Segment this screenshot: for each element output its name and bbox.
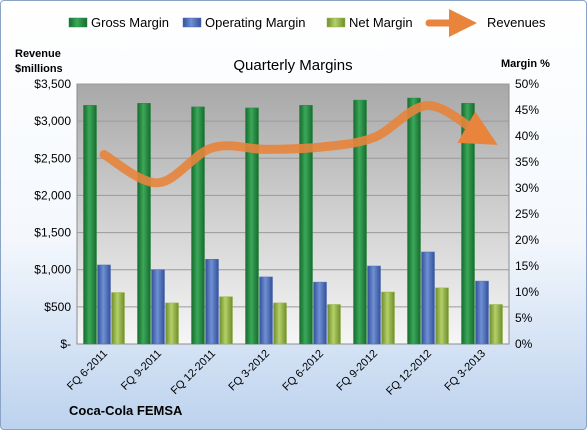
revenues-line [99, 101, 498, 188]
bar-gross-margin [461, 102, 475, 345]
bar-operating-margin [205, 258, 219, 345]
left-axis-label: Revenue $millions [15, 48, 64, 75]
category-label: FQ 6-2011 [65, 348, 110, 393]
left-tick-label: $3,500 [34, 77, 71, 91]
bar-gross-margin [407, 97, 421, 345]
bar-gross-margin [191, 106, 205, 345]
legend-swatch [182, 17, 202, 28]
bar-operating-margin [367, 265, 381, 345]
legend-label: Operating Margin [205, 15, 305, 30]
legend-label: Gross Margin [91, 15, 169, 30]
category-label: FQ 12-2011 [169, 348, 218, 397]
right-tick-label: 10% [515, 285, 539, 299]
chart-title: Quarterly Margins [233, 57, 352, 74]
bar-operating-margin [259, 276, 273, 345]
left-tick-label: $1,000 [34, 263, 71, 277]
right-tick-label: 5% [515, 311, 533, 325]
right-tick-label: 30% [515, 181, 539, 195]
right-tick-label: 25% [515, 207, 539, 221]
bar-operating-margin [421, 251, 435, 345]
bar-operating-margin [151, 269, 165, 345]
right-tick-label: 45% [515, 103, 539, 117]
bar-gross-margin [353, 99, 367, 345]
category-label: FQ 3-2013 [442, 348, 488, 394]
bar-net-margin [327, 304, 341, 345]
left-axis-label-line-1: Revenue [15, 48, 61, 60]
category-label: FQ 3-2012 [226, 348, 272, 394]
right-tick-label: 40% [515, 129, 539, 143]
legend-label: Revenues [487, 15, 546, 30]
right-tick-label: 15% [515, 259, 539, 273]
category-label: FQ 6-2012 [280, 348, 326, 394]
company-label: Coca-Cola FEMSA [69, 403, 183, 418]
left-tick-label: $1,500 [34, 226, 71, 240]
right-tick-label: 0% [515, 337, 533, 351]
revenue-line [99, 101, 498, 188]
legend-swatch [68, 17, 88, 28]
right-axis-ticks: 0% 5% 10% 15% 20% 25% 30% 35% 40% 45% 50% [515, 77, 539, 351]
bar-gross-margin [83, 105, 97, 345]
bar-operating-margin [97, 264, 111, 345]
right-tick-label: 50% [515, 77, 539, 91]
bar-operating-margin [475, 280, 489, 345]
left-tick-label: $2,000 [34, 188, 71, 202]
category-label: FQ 9-2012 [334, 348, 380, 394]
left-tick-label: $2,500 [34, 151, 71, 165]
left-axis-label-line-2: $millions [15, 63, 63, 75]
legend-label: Net Margin [349, 15, 413, 30]
bar-net-margin [273, 302, 287, 345]
bar-net-margin [219, 296, 233, 345]
left-tick-label: $500 [44, 300, 71, 314]
bar-net-margin [381, 291, 395, 345]
bar-operating-margin [313, 281, 327, 345]
right-tick-label: 35% [515, 155, 539, 169]
bar-net-margin [111, 292, 125, 345]
right-axis-label: Margin % [501, 58, 550, 70]
category-labels: FQ 6-2011 FQ 9-2011 FQ 12-2011 FQ 3-2012 FQ … [65, 348, 488, 398]
category-label: FQ 9-2011 [119, 348, 164, 393]
right-tick-label: 20% [515, 233, 539, 247]
legend-swatch [326, 17, 346, 28]
bar-series [83, 97, 503, 345]
chart-legend: Gross Margin Operating Margin Net Margin Re… [68, 9, 546, 37]
category-label: FQ 12-2012 [384, 348, 434, 398]
bar-net-margin [489, 304, 503, 345]
bar-gross-margin [245, 107, 259, 345]
left-tick-label: $3,000 [34, 114, 71, 128]
left-tick-label: $- [60, 337, 71, 351]
left-axis-ticks: $- $500 $1,000 $1,500 $2,000 $2,500 $3,000 $3,5… [34, 77, 71, 351]
bar-gross-margin [137, 102, 151, 345]
bar-gross-margin [299, 105, 313, 345]
bar-net-margin [435, 287, 449, 345]
bar-net-margin [165, 302, 179, 345]
